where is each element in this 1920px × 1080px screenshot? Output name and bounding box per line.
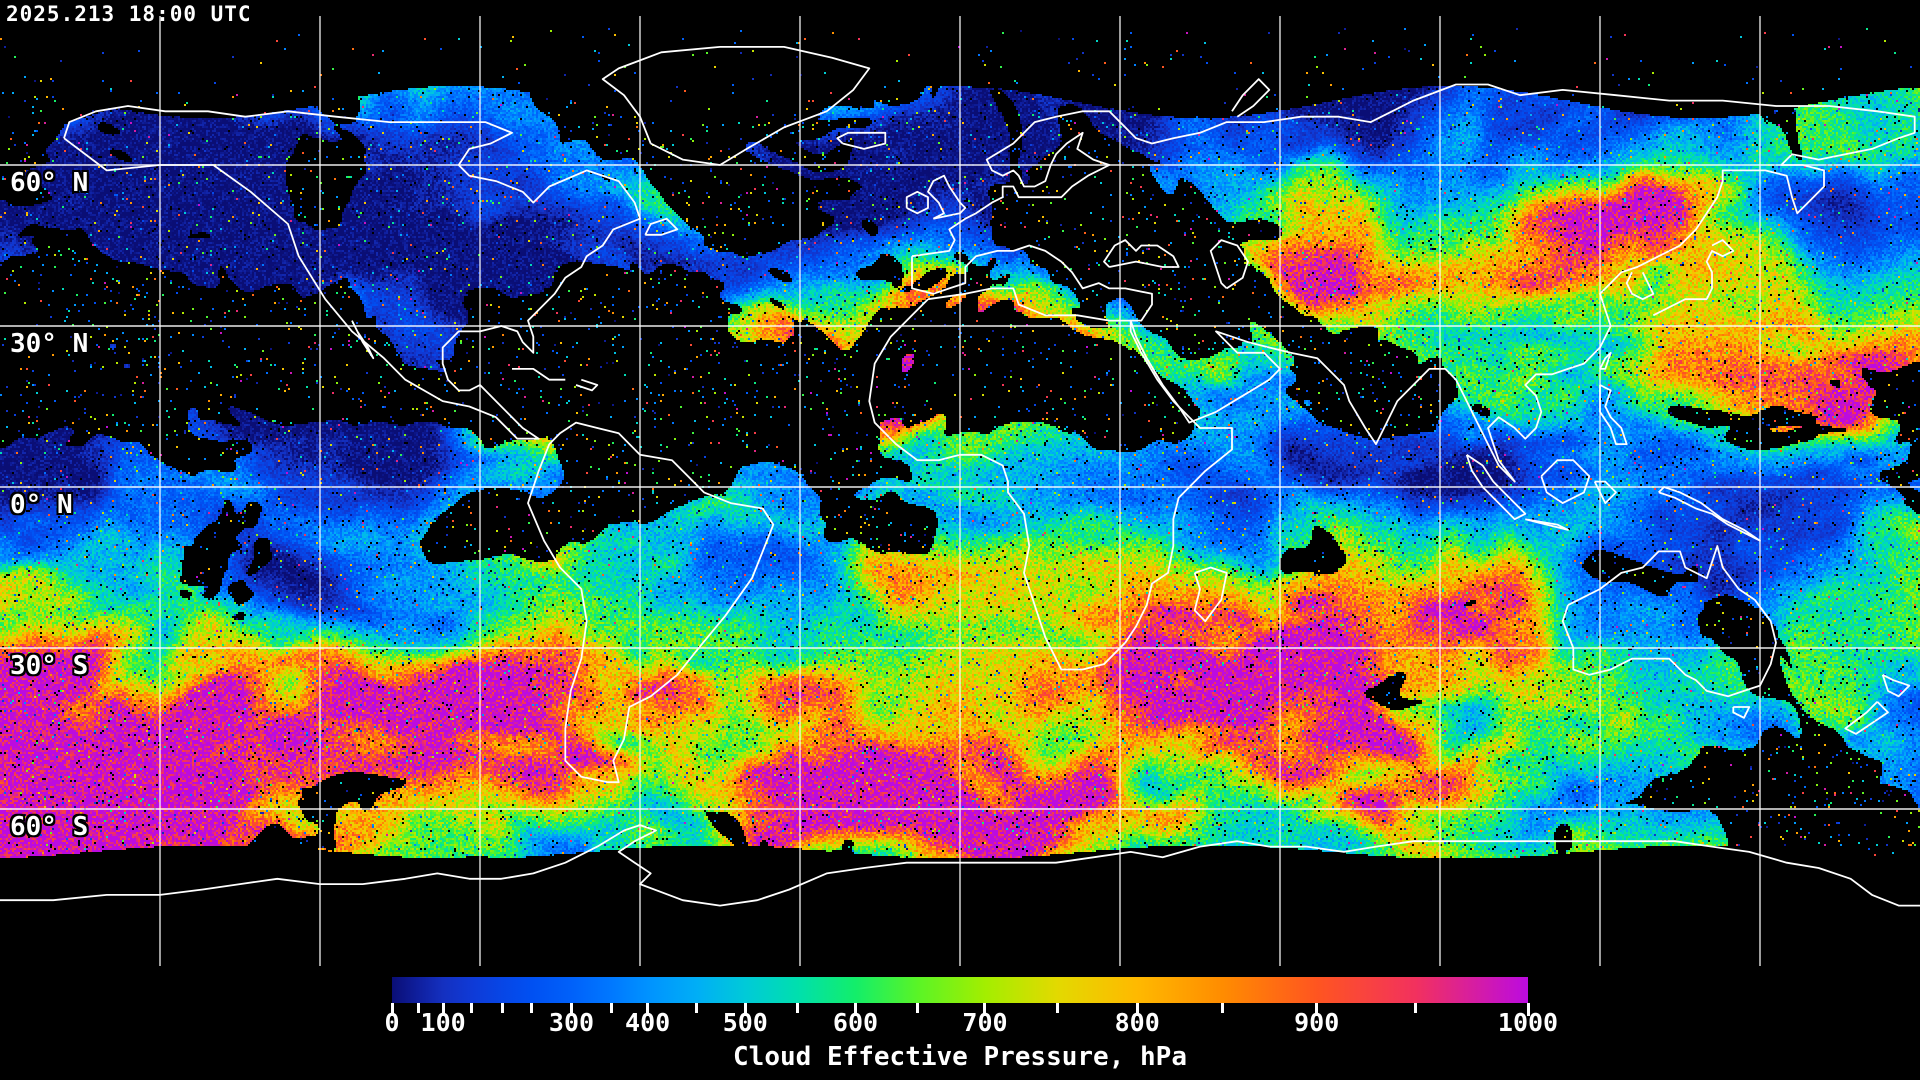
colorbar-tick xyxy=(609,1003,613,1013)
coastline-madagascar xyxy=(1193,566,1228,623)
colorbar-tick-label: 1000 xyxy=(1497,1008,1559,1037)
colorbar-tick-label: 300 xyxy=(548,1008,595,1037)
coastline-taiwan xyxy=(1599,351,1612,370)
colorbar-tick xyxy=(416,1003,420,1013)
colorbar-tick xyxy=(530,1003,534,1013)
coastline-hispaniola xyxy=(575,378,599,392)
lat-label-30n: 30° N xyxy=(10,329,89,359)
coastline-novaya-zemlya xyxy=(1231,78,1271,118)
colorbar-tick xyxy=(853,1003,857,1016)
map-overlay xyxy=(0,16,1920,966)
coastline-australia xyxy=(1561,545,1777,698)
colorbar-tick xyxy=(1135,1003,1139,1016)
coastline-black-sea xyxy=(1103,239,1180,268)
colorbar-tick xyxy=(1315,1003,1319,1016)
coastline-tasmania xyxy=(1732,706,1751,719)
coastline-java xyxy=(1525,518,1569,531)
colorbar-tick xyxy=(916,1003,920,1013)
coastline-new-zealand-north xyxy=(1881,673,1911,698)
colorbar-title: Cloud Effective Pressure, hPa xyxy=(733,1042,1187,1072)
colorbar-tick xyxy=(1414,1003,1418,1013)
coastlines xyxy=(0,46,1920,907)
coastline-baja-california xyxy=(351,320,375,360)
coastline-caspian-sea xyxy=(1209,239,1249,290)
coastline-british-isles xyxy=(927,174,967,220)
coastline-eurasia xyxy=(911,83,1916,483)
colorbar-tick xyxy=(796,1003,800,1013)
colorbar-tick xyxy=(743,1003,747,1016)
coastline-africa xyxy=(868,287,1233,671)
colorbar-tick-label: 900 xyxy=(1294,1008,1340,1037)
coastline-new-zealand-south xyxy=(1844,701,1889,735)
gridlines xyxy=(0,16,1920,966)
colorbar-tick xyxy=(983,1003,987,1016)
colorbar-tick xyxy=(694,1003,698,1013)
coastline-newfoundland xyxy=(644,217,679,236)
coastline-cuba xyxy=(512,367,566,381)
coastline-sumatra xyxy=(1465,454,1527,521)
colorbar-tick xyxy=(646,1003,650,1016)
coastline-philippines xyxy=(1599,384,1628,446)
colorbar-tick xyxy=(441,1003,445,1016)
coastline-antarctica xyxy=(0,824,1920,907)
coastline-north-america xyxy=(63,105,641,440)
colorbar-tick xyxy=(390,1003,394,1016)
colorbar-tick xyxy=(1526,1003,1530,1016)
colorbar-tick-label: 500 xyxy=(722,1008,768,1037)
coastline-ireland xyxy=(905,190,929,215)
colorbar-tick-label: 700 xyxy=(962,1008,1008,1037)
colorbar-tick xyxy=(569,1003,573,1016)
coastline-new-guinea xyxy=(1658,486,1761,542)
coastline-greenland xyxy=(601,46,871,166)
colorbar-gradient xyxy=(392,977,1528,1003)
colorbar-tick-label: 100 xyxy=(420,1008,466,1037)
coastline-sulawesi xyxy=(1593,480,1617,505)
coastline-japan xyxy=(1652,239,1735,317)
colorbar-tick-label: 0 xyxy=(384,1008,400,1037)
lat-label-60s: 60° S xyxy=(10,812,89,842)
coastline-borneo xyxy=(1540,459,1591,505)
colorbar-tick xyxy=(1056,1003,1060,1013)
lat-label-60n: 60° N xyxy=(10,168,89,198)
lat-label-0n: 0° N xyxy=(10,490,73,520)
colorbar-tick xyxy=(1220,1003,1224,1013)
colorbar-tick-label: 400 xyxy=(625,1008,671,1037)
coastline-korea xyxy=(1625,271,1655,301)
colorbar-tick-label: 800 xyxy=(1114,1008,1160,1037)
colorbar-tick-label: 600 xyxy=(832,1008,879,1037)
coastline-south-america xyxy=(527,421,775,784)
lat-label-30s: 30° S xyxy=(10,651,89,681)
colorbar-tick xyxy=(500,1003,504,1013)
timestamp-label: 2025.213 18:00 UTC xyxy=(6,2,252,26)
colorbar-tick xyxy=(470,1003,474,1013)
coastline-iceland xyxy=(836,131,887,150)
